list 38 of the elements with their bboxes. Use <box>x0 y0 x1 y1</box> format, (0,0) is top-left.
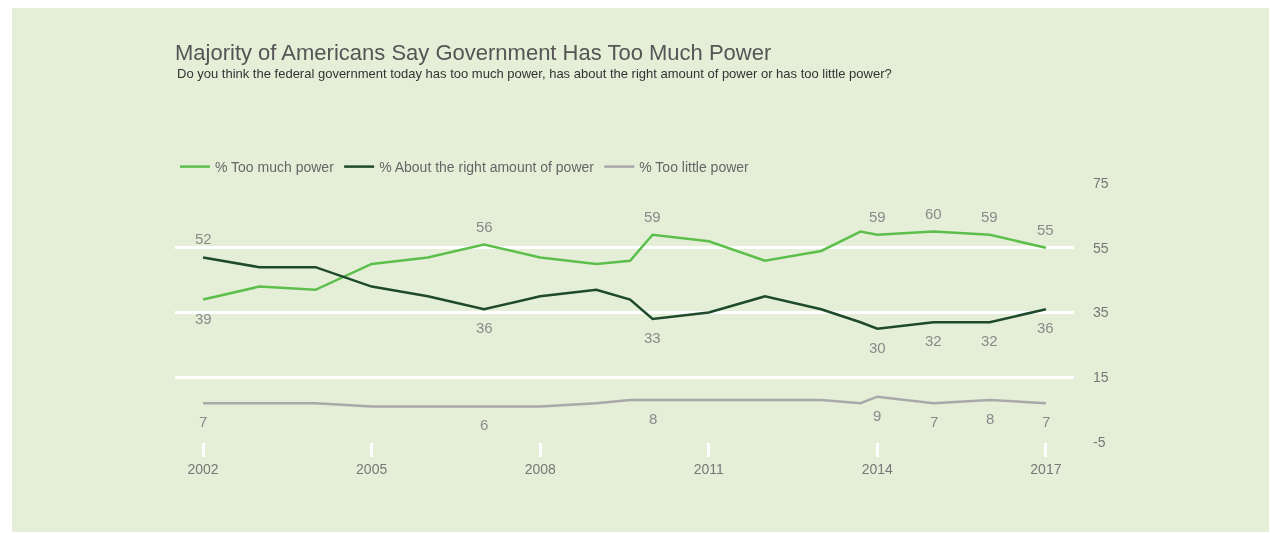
data-label: 7 <box>1042 413 1051 430</box>
chart-subtitle: Do you think the federal government today has too much power, has about the right amount of power or has too little power? <box>177 66 892 81</box>
legend-label: % About the right amount of power <box>379 159 595 176</box>
data-label: 59 <box>981 208 998 225</box>
data-label: 30 <box>869 339 886 356</box>
data-label: 36 <box>1037 319 1054 336</box>
x-tick-label: 2017 <box>1030 460 1062 477</box>
data-label: 32 <box>925 332 942 349</box>
data-label: 52 <box>195 230 212 247</box>
x-tick-label: 2005 <box>356 460 388 477</box>
data-label: 60 <box>925 205 942 222</box>
data-label: 39 <box>195 310 212 327</box>
data-label: 9 <box>873 407 882 424</box>
x-tick-label: 2008 <box>524 460 556 477</box>
data-label: 7 <box>930 413 939 430</box>
y-tick-label: 35 <box>1093 304 1109 321</box>
data-label: 7 <box>199 413 208 430</box>
y-tick-label: 75 <box>1093 174 1109 191</box>
y-tick-label: 55 <box>1093 239 1109 256</box>
x-tick-label: 2002 <box>187 460 219 477</box>
data-label: 56 <box>476 218 493 235</box>
data-label: 8 <box>986 410 995 427</box>
x-tick-label: 2014 <box>861 460 894 477</box>
line-series <box>201 395 1048 408</box>
y-tick-label: 15 <box>1093 369 1109 386</box>
chart-title: Majority of Americans Say Government Has Too Much Power <box>175 40 772 66</box>
data-label: 59 <box>644 208 661 225</box>
data-label: 55 <box>1037 221 1054 238</box>
data-label: 59 <box>869 208 886 225</box>
y-tick-label: -5 <box>1093 433 1106 450</box>
x-tick-label: 2011 <box>693 460 725 477</box>
data-label: 8 <box>649 410 658 427</box>
data-label: 36 <box>476 319 493 336</box>
legend-label: % Too much power <box>215 159 335 176</box>
data-label: 6 <box>480 416 489 433</box>
data-label: 33 <box>644 329 661 346</box>
legend-label: % Too little power <box>639 159 750 176</box>
data-label: 32 <box>981 332 998 349</box>
